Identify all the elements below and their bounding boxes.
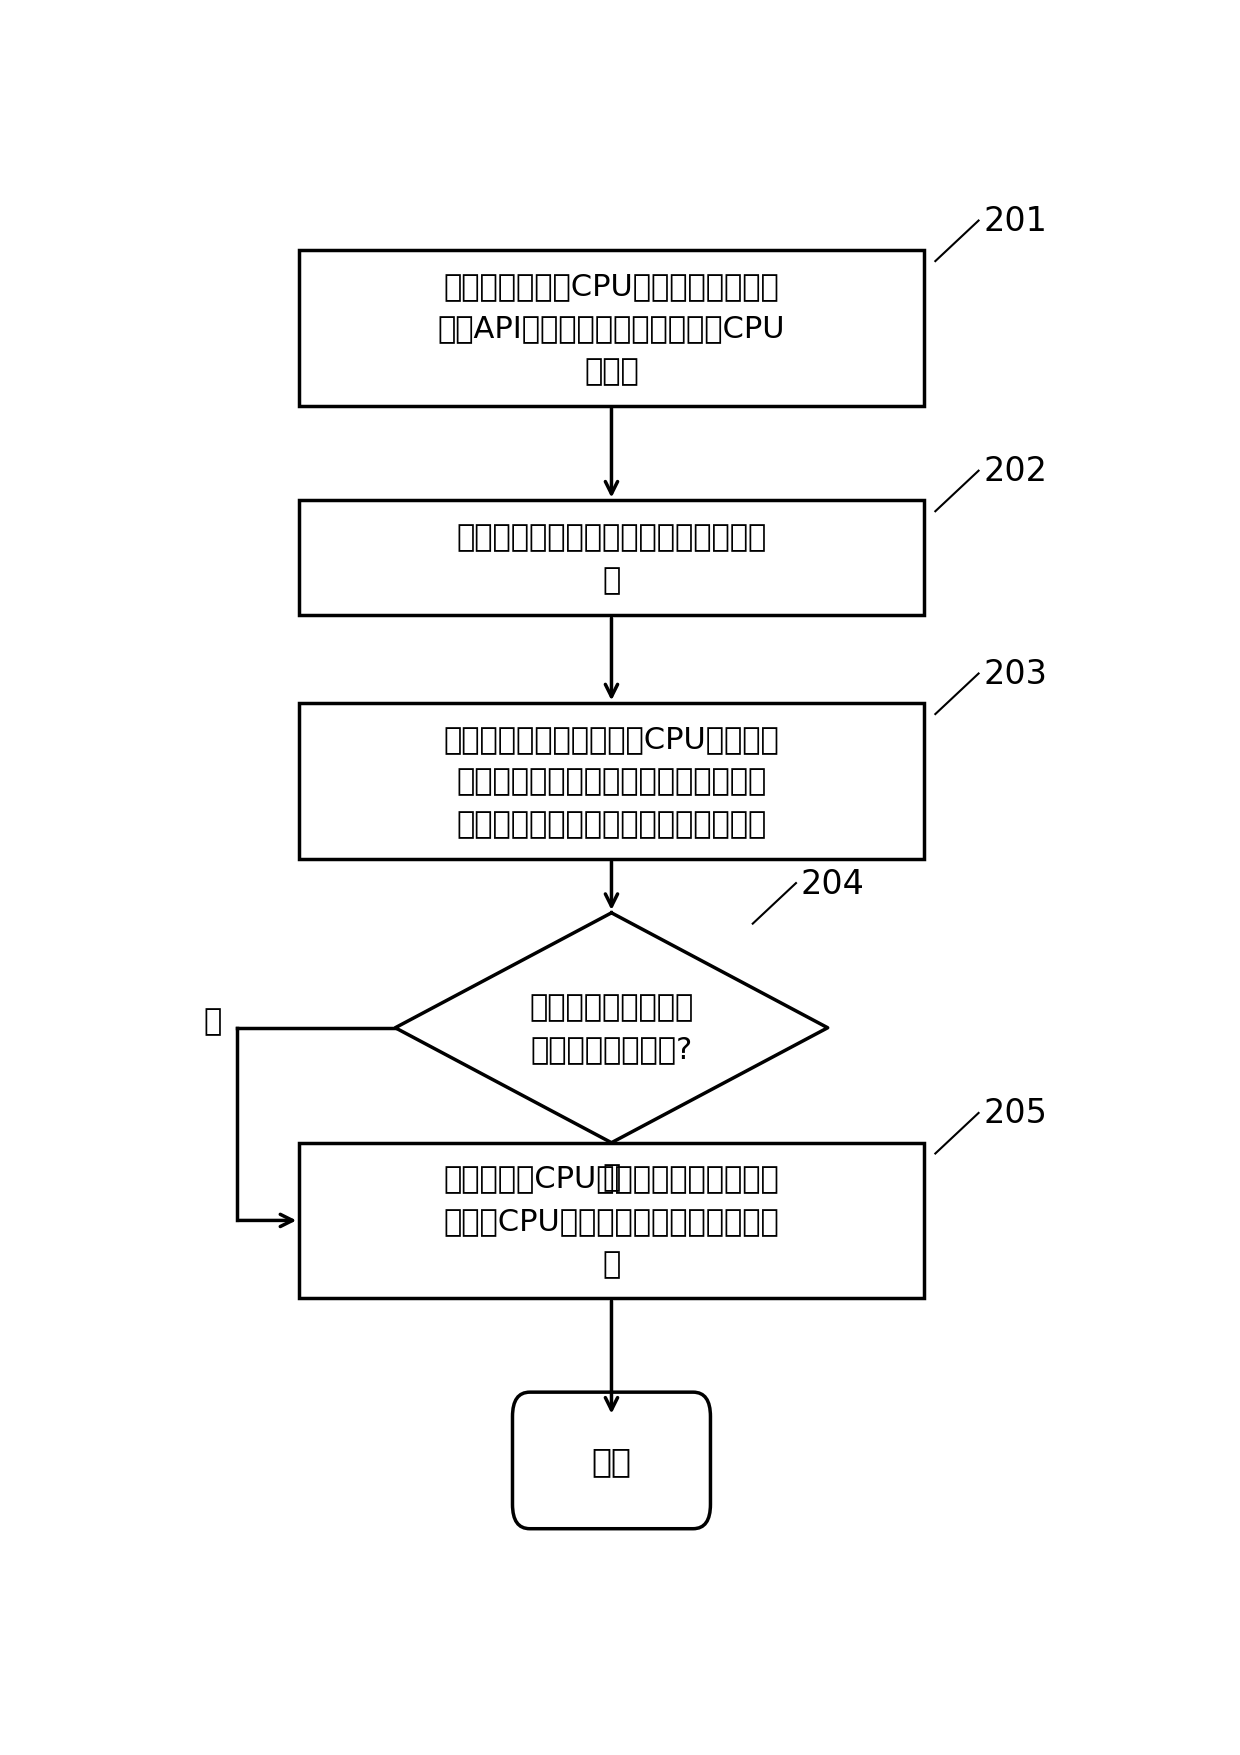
Text: 202: 202 [983, 455, 1048, 488]
FancyBboxPatch shape [299, 251, 924, 407]
Text: 接收运行在第一CPU上的第一应用程序
通过API传递的待发送给上述第二CPU
的数据: 接收运行在第一CPU上的第一应用程序 通过API传递的待发送给上述第二CPU 的… [438, 272, 785, 386]
Text: 结束: 结束 [591, 1444, 631, 1478]
Text: 其它虚拟数据通道的
状态均不为发送态?: 其它虚拟数据通道的 状态均不为发送态? [529, 992, 693, 1064]
Text: 将第一虚拟数据通道的状态更新为发送
态: 将第一虚拟数据通道的状态更新为发送 态 [456, 523, 766, 595]
Text: 向上述第二CPU发送中断信号以通知上
述第二CPU读取上述第一缓存区中的数
据: 向上述第二CPU发送中断信号以通知上 述第二CPU读取上述第一缓存区中的数 据 [444, 1164, 780, 1278]
FancyBboxPatch shape [512, 1392, 711, 1529]
Text: 是: 是 [603, 1162, 620, 1192]
Text: 否: 否 [203, 1007, 222, 1035]
Text: 201: 201 [983, 205, 1048, 239]
FancyBboxPatch shape [299, 1143, 924, 1299]
FancyBboxPatch shape [299, 704, 924, 860]
FancyBboxPatch shape [299, 502, 924, 616]
Text: 205: 205 [983, 1097, 1048, 1130]
Text: 203: 203 [983, 658, 1048, 691]
Text: 将上述待发送给上述第二CPU的数据进
行组装，并将组装后得到的数据放入上
述第一虚拟数据通道独享的第一缓存区: 将上述待发送给上述第二CPU的数据进 行组装，并将组装后得到的数据放入上 述第一… [444, 725, 780, 839]
Text: 204: 204 [801, 867, 864, 900]
